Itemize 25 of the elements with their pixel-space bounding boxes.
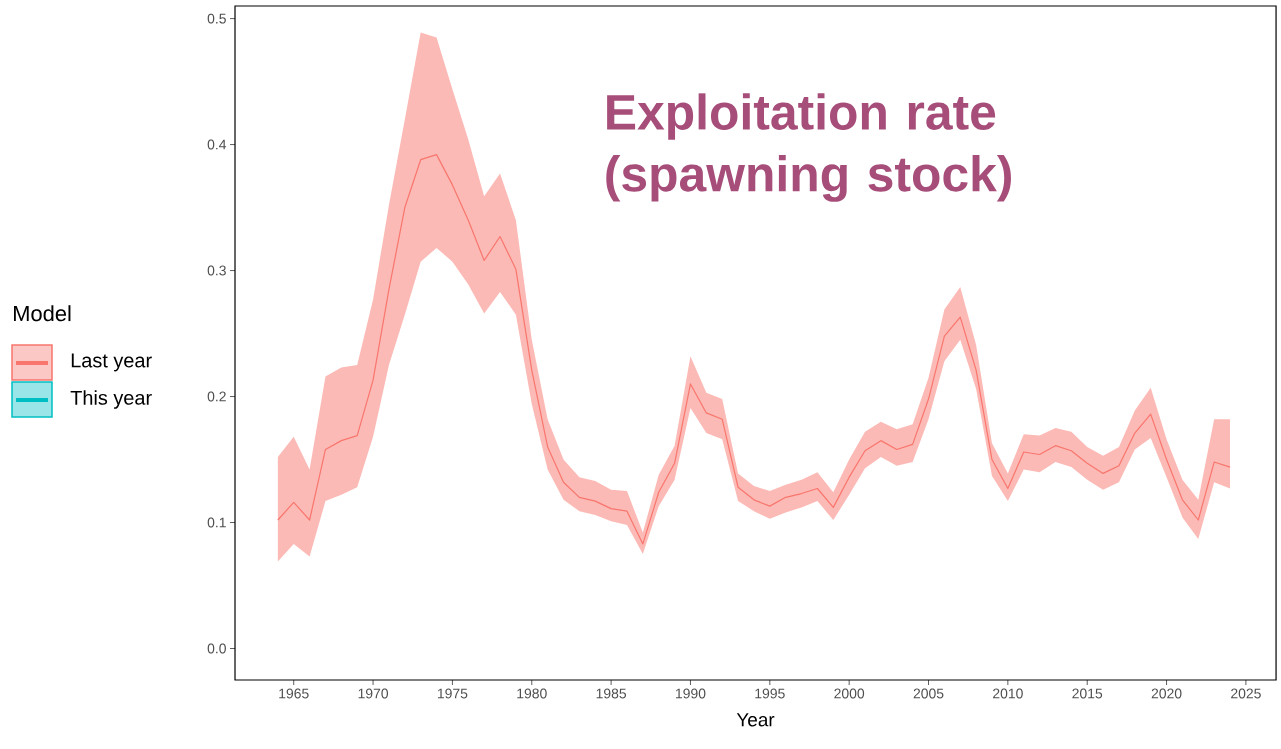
- x-tick-label: 1990: [676, 688, 706, 699]
- x-tick-label: 2025: [1231, 688, 1261, 699]
- text: Exploitation rate (spawning stock): [606, 93, 1011, 202]
- x-tick-label: 2020: [1151, 688, 1182, 699]
- y-tick-label: 0.3: [207, 265, 226, 276]
- y-tick-label: 0.1: [207, 517, 226, 528]
- x-tick-label: 1970: [358, 688, 389, 699]
- x-tick-label: 2015: [1072, 688, 1103, 699]
- x-tick-label: 1985: [596, 688, 627, 699]
- x-tick-label: 1965: [279, 688, 309, 699]
- legend-label: Last year: [71, 353, 152, 372]
- x-tick-label: 2005: [913, 688, 944, 699]
- y-tick-label: 0.5: [207, 13, 226, 24]
- x-tick-label: 1980: [517, 688, 547, 699]
- line-series: [277, 154, 1231, 545]
- x-tick-label: 2010: [993, 688, 1023, 699]
- x-tick-label: 1995: [755, 688, 785, 699]
- y-tick-label: 0.4: [207, 139, 227, 150]
- x-axis-title: Year: [736, 713, 775, 727]
- x-tick-label: 2000: [834, 688, 865, 699]
- legend-label: This year: [70, 390, 152, 409]
- legend-title: Model: [14, 305, 71, 322]
- y-tick-label: 0.2: [207, 391, 226, 402]
- x-tick-label: 1975: [437, 688, 468, 699]
- y-tick-label: 0.0: [207, 643, 226, 654]
